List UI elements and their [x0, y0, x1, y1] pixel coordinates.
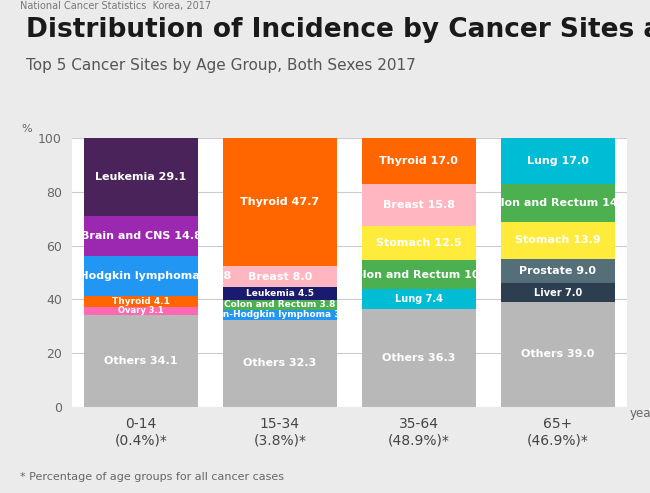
Bar	[223, 320, 337, 407]
Text: Lung 17.0: Lung 17.0	[527, 156, 589, 166]
Text: Non-Hodgkin lymphoma 14.8: Non-Hodgkin lymphoma 14.8	[50, 271, 231, 281]
Text: Others 34.1: Others 34.1	[104, 356, 177, 366]
Bar	[84, 307, 198, 315]
Bar	[362, 139, 476, 184]
Bar	[84, 256, 198, 296]
Bar	[223, 266, 337, 287]
Text: National Cancer Statistics  Korea, 2017: National Cancer Statistics Korea, 2017	[20, 1, 211, 11]
Text: Stomach 13.9: Stomach 13.9	[515, 235, 601, 246]
Bar	[500, 138, 615, 184]
Text: Breast 8.0: Breast 8.0	[248, 272, 312, 282]
Bar	[500, 302, 615, 407]
Text: years: years	[629, 407, 650, 420]
Text: Leukemia 29.1: Leukemia 29.1	[96, 172, 187, 182]
Text: Thyroid 17.0: Thyroid 17.0	[380, 156, 458, 166]
Text: * Percentage of age groups for all cancer cases: * Percentage of age groups for all cance…	[20, 472, 283, 482]
Text: Ovary 3.1: Ovary 3.1	[118, 307, 164, 316]
Bar	[223, 310, 337, 320]
Bar	[362, 260, 476, 289]
Bar	[362, 184, 476, 226]
Bar	[362, 309, 476, 407]
Bar	[500, 283, 615, 302]
Text: Leukemia 4.5: Leukemia 4.5	[246, 289, 314, 298]
Text: Brain and CNS 14.8: Brain and CNS 14.8	[81, 231, 202, 241]
Text: Others 32.3: Others 32.3	[243, 358, 317, 368]
Text: Colon and Rectum 3.8: Colon and Rectum 3.8	[224, 300, 335, 309]
Bar	[362, 226, 476, 260]
Text: Lung 7.4: Lung 7.4	[395, 294, 443, 304]
Text: %: %	[21, 124, 32, 134]
Bar	[500, 259, 615, 283]
Bar	[84, 138, 198, 216]
Text: Thyroid 47.7: Thyroid 47.7	[240, 197, 319, 207]
Text: Stomach 12.5: Stomach 12.5	[376, 238, 462, 248]
Bar	[84, 216, 198, 256]
Bar	[500, 221, 615, 259]
Text: Non-Hodgkin lymphoma 3.8: Non-Hodgkin lymphoma 3.8	[209, 310, 350, 319]
Text: Breast 15.8: Breast 15.8	[383, 200, 455, 210]
Text: Prostate 9.0: Prostate 9.0	[519, 266, 596, 276]
Bar	[223, 300, 337, 310]
Text: Liver 7.0: Liver 7.0	[534, 287, 582, 298]
Text: Others 39.0: Others 39.0	[521, 350, 595, 359]
Text: Colon and Rectum 14.1: Colon and Rectum 14.1	[486, 198, 630, 208]
Text: Thyroid 4.1: Thyroid 4.1	[112, 297, 170, 306]
Bar	[84, 296, 198, 307]
Bar	[84, 315, 198, 407]
Text: Top 5 Cancer Sites by Age Group, Both Sexes 2017: Top 5 Cancer Sites by Age Group, Both Se…	[26, 58, 416, 73]
Text: Distribution of Incidence by Cancer Sites and Age group: Distribution of Incidence by Cancer Site…	[26, 17, 650, 43]
Bar	[362, 289, 476, 309]
Text: Colon and Rectum 10.9: Colon and Rectum 10.9	[346, 270, 491, 280]
Bar	[500, 184, 615, 221]
Bar	[223, 138, 337, 266]
Bar	[223, 287, 337, 300]
Text: Others 36.3: Others 36.3	[382, 353, 456, 363]
